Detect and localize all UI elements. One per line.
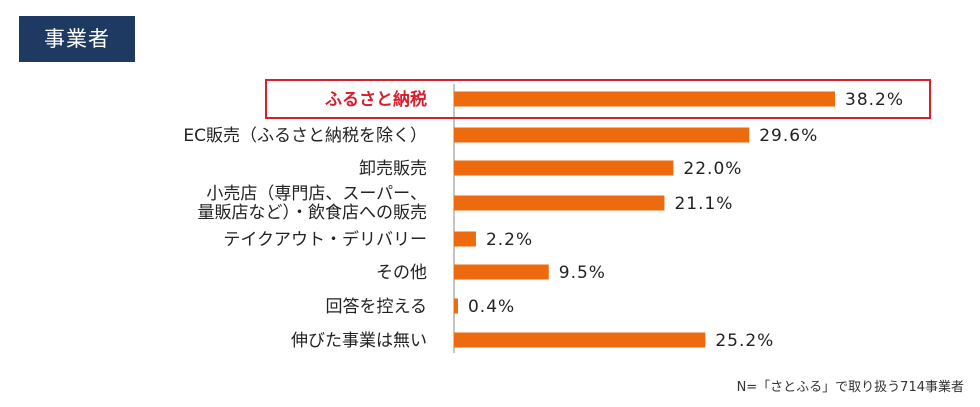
- value-label: 22.0%: [683, 159, 742, 179]
- bar: [454, 298, 458, 314]
- bar: [454, 91, 835, 107]
- value-label: 25.2%: [715, 331, 774, 351]
- category-label: 小売店（専門店、スーパー、: [206, 184, 427, 204]
- bar: [454, 332, 706, 348]
- value-label: 21.1%: [674, 194, 733, 214]
- value-label: 29.6%: [759, 126, 818, 146]
- category-label: テイクアウト・デリバリー: [223, 229, 427, 250]
- footnote: N=「さとふる」で取り扱う714事業者: [736, 380, 964, 395]
- category-label: 卸売販売: [359, 159, 427, 179]
- category-label: EC販売（ふるさと納税を除く）: [183, 126, 427, 146]
- value-label: 2.2%: [486, 230, 533, 250]
- category-label: 伸びた事業は無い: [291, 331, 427, 351]
- bar: [454, 195, 665, 211]
- bar: [454, 160, 674, 176]
- category-label: 回答を控える: [326, 297, 428, 317]
- category-label: その他: [376, 263, 427, 283]
- segment-badge: 事業者: [19, 16, 135, 62]
- highlight-box: [265, 79, 931, 119]
- bar: [454, 264, 549, 280]
- bar: [454, 127, 750, 143]
- value-label: 0.4%: [468, 297, 515, 317]
- value-label: 38.2%: [845, 90, 904, 110]
- category-label: ふるさと納税: [325, 89, 427, 110]
- value-label: 9.5%: [559, 263, 606, 283]
- category-label: 量販店など）・飲食店への販売: [198, 203, 428, 223]
- bar: [454, 231, 476, 247]
